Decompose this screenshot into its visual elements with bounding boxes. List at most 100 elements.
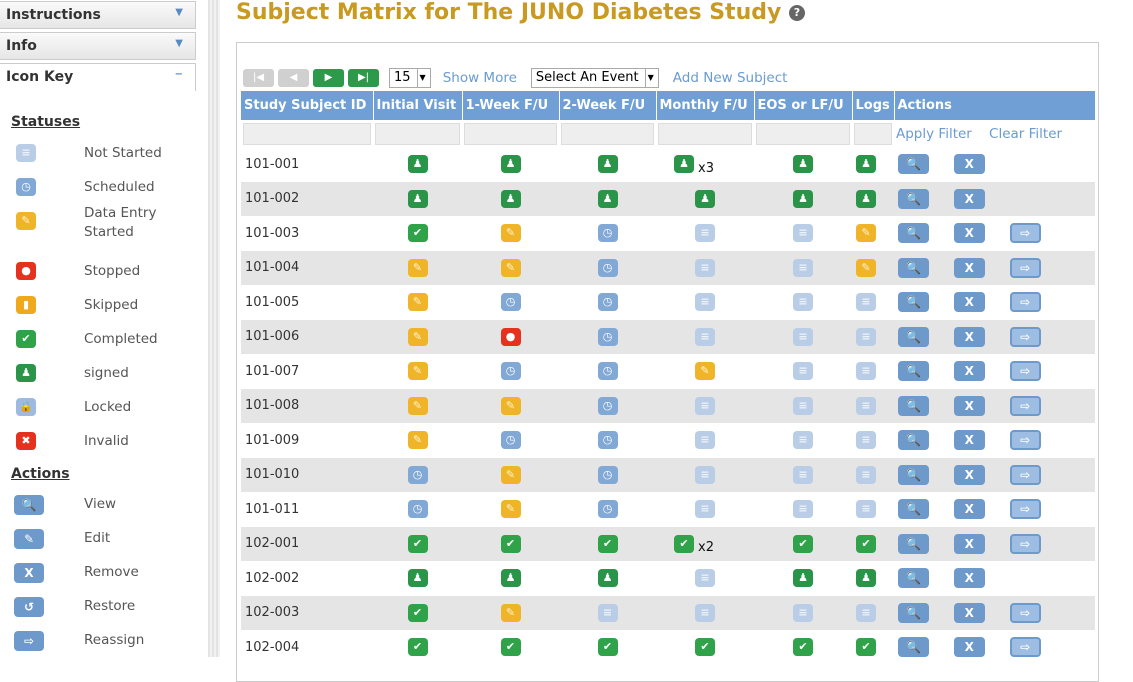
status-ns-icon[interactable]: ≡ bbox=[793, 224, 813, 243]
subject-id[interactable]: 102-003 bbox=[241, 595, 373, 630]
status-ns-icon[interactable]: ≡ bbox=[856, 362, 876, 381]
view-button[interactable]: 🔍 bbox=[898, 292, 929, 313]
reassign-button[interactable]: ⇨ bbox=[1009, 533, 1041, 554]
status-ns-icon[interactable]: ≡ bbox=[856, 431, 876, 450]
status-si-icon[interactable]: ♟ bbox=[500, 155, 521, 174]
status-ns-icon[interactable]: ≡ bbox=[793, 293, 813, 312]
status-de-icon[interactable]: ✎ bbox=[500, 396, 521, 415]
status-si-icon[interactable]: ♟ bbox=[500, 189, 521, 208]
status-co-icon[interactable]: ✔ bbox=[597, 534, 618, 553]
status-ns-icon[interactable]: ≡ bbox=[793, 500, 813, 519]
status-si-icon[interactable]: ♟ bbox=[793, 569, 813, 588]
reassign-button[interactable]: ⇨ bbox=[1009, 326, 1041, 347]
remove-button[interactable]: X bbox=[953, 602, 985, 623]
expand-icon[interactable]: ▼ bbox=[175, 38, 183, 49]
status-de-icon[interactable]: ✎ bbox=[500, 258, 521, 277]
column-filter-input[interactable] bbox=[243, 122, 371, 145]
column-header[interactable]: 1-Week F/U bbox=[462, 91, 560, 120]
view-button[interactable]: 🔍 bbox=[898, 326, 929, 347]
subject-id[interactable]: 101-005 bbox=[245, 294, 300, 310]
remove-button[interactable]: X bbox=[953, 257, 985, 278]
subject-id[interactable]: 102-002 bbox=[245, 570, 300, 586]
status-de-icon[interactable]: ✎ bbox=[407, 431, 428, 450]
status-de-icon[interactable]: ✎ bbox=[500, 603, 521, 622]
subject-id[interactable]: 101-001 bbox=[245, 156, 300, 172]
reassign-button[interactable]: ⇨ bbox=[1009, 361, 1041, 382]
status-sc-icon[interactable]: ◷ bbox=[500, 362, 521, 381]
remove-button[interactable]: X bbox=[953, 223, 985, 244]
status-si-icon[interactable]: ♟ bbox=[674, 155, 694, 174]
view-button[interactable]: 🔍 bbox=[898, 395, 929, 416]
panel-info[interactable]: Info ▼ bbox=[0, 32, 196, 60]
column-filter-input[interactable] bbox=[854, 122, 892, 145]
status-de-icon[interactable]: ✎ bbox=[407, 362, 428, 381]
reassign-button[interactable]: ⇨ bbox=[1009, 637, 1041, 658]
reassign-button[interactable]: ⇨ bbox=[1009, 464, 1041, 485]
status-si-icon[interactable]: ♟ bbox=[500, 569, 521, 588]
reassign-button[interactable]: ⇨ bbox=[1009, 257, 1041, 278]
view-button[interactable]: 🔍 bbox=[898, 257, 929, 278]
view-button[interactable]: 🔍 bbox=[898, 154, 929, 175]
status-co-icon[interactable]: ✔ bbox=[500, 638, 521, 657]
remove-button[interactable]: X bbox=[953, 188, 985, 209]
status-co-icon[interactable]: ✔ bbox=[500, 534, 521, 553]
view-button[interactable]: 🔍 bbox=[898, 361, 929, 382]
subject-id[interactable]: 101-009 bbox=[245, 432, 300, 448]
remove-button[interactable]: X bbox=[953, 464, 985, 485]
subject-id[interactable]: 101-004 bbox=[241, 250, 373, 285]
view-button[interactable]: 🔍 bbox=[898, 464, 929, 485]
remove-button[interactable]: X bbox=[953, 154, 985, 175]
column-filter-input[interactable] bbox=[375, 122, 460, 145]
remove-button[interactable]: X bbox=[953, 361, 985, 382]
status-ns-icon[interactable]: ≡ bbox=[856, 500, 876, 519]
clear-filter-link[interactable]: Clear Filter bbox=[989, 125, 1063, 142]
status-de-icon[interactable]: ✎ bbox=[407, 396, 428, 415]
status-sc-icon[interactable]: ◷ bbox=[597, 465, 618, 484]
status-si-icon[interactable]: ♟ bbox=[856, 155, 876, 174]
status-st-icon[interactable]: ● bbox=[500, 327, 521, 346]
status-si-icon[interactable]: ♟ bbox=[597, 569, 618, 588]
status-si-icon[interactable]: ♟ bbox=[407, 189, 428, 208]
subject-id[interactable]: 101-003 bbox=[245, 225, 300, 241]
subject-id[interactable]: 102-004 bbox=[245, 639, 300, 655]
status-ns-icon[interactable]: ≡ bbox=[793, 327, 813, 346]
subject-id[interactable]: 101-010 bbox=[241, 457, 373, 492]
remove-button[interactable]: X bbox=[953, 533, 985, 554]
status-ns-icon[interactable]: ≡ bbox=[695, 431, 715, 450]
remove-button[interactable]: X bbox=[953, 637, 985, 658]
view-button[interactable]: 🔍 bbox=[898, 568, 929, 589]
column-header[interactable]: EOS or LF/U bbox=[754, 91, 853, 120]
apply-filter-link[interactable]: Apply Filter bbox=[896, 125, 972, 142]
event-select[interactable]: Select An Event ▼ bbox=[530, 68, 659, 88]
status-ns-icon[interactable]: ≡ bbox=[695, 569, 715, 588]
status-ns-icon[interactable]: ≡ bbox=[793, 431, 813, 450]
remove-button[interactable]: X bbox=[953, 499, 985, 520]
subject-id[interactable]: 101-011 bbox=[245, 501, 300, 517]
status-de-icon[interactable]: ✎ bbox=[407, 327, 428, 346]
status-co-icon[interactable]: ✔ bbox=[407, 534, 428, 553]
status-sc-icon[interactable]: ◷ bbox=[407, 465, 428, 484]
subject-id[interactable]: 101-007 bbox=[245, 363, 300, 379]
status-ns-icon[interactable]: ≡ bbox=[856, 327, 876, 346]
view-button[interactable]: 🔍 bbox=[898, 188, 929, 209]
status-sc-icon[interactable]: ◷ bbox=[597, 293, 618, 312]
status-si-icon[interactable]: ♟ bbox=[695, 189, 715, 208]
subject-id[interactable]: 101-008 bbox=[241, 388, 373, 423]
status-ns-icon[interactable]: ≡ bbox=[695, 465, 715, 484]
status-si-icon[interactable]: ♟ bbox=[856, 189, 876, 208]
status-ns-icon[interactable]: ≡ bbox=[856, 293, 876, 312]
reassign-button[interactable]: ⇨ bbox=[1009, 223, 1041, 244]
subject-id[interactable]: 102-001 bbox=[241, 526, 373, 561]
next-page-button[interactable]: ▶ bbox=[313, 69, 344, 87]
status-ns-icon[interactable]: ≡ bbox=[695, 500, 715, 519]
status-de-icon[interactable]: ✎ bbox=[856, 258, 876, 277]
remove-button[interactable]: X bbox=[953, 292, 985, 313]
status-sc-icon[interactable]: ◷ bbox=[500, 431, 521, 450]
view-button[interactable]: 🔍 bbox=[898, 223, 929, 244]
status-ns-icon[interactable]: ≡ bbox=[695, 396, 715, 415]
collapse-icon[interactable]: − bbox=[174, 69, 183, 80]
status-de-icon[interactable]: ✎ bbox=[500, 224, 521, 243]
status-ns-icon[interactable]: ≡ bbox=[695, 258, 715, 277]
view-button[interactable]: 🔍 bbox=[898, 533, 929, 554]
status-co-icon[interactable]: ✔ bbox=[597, 638, 618, 657]
